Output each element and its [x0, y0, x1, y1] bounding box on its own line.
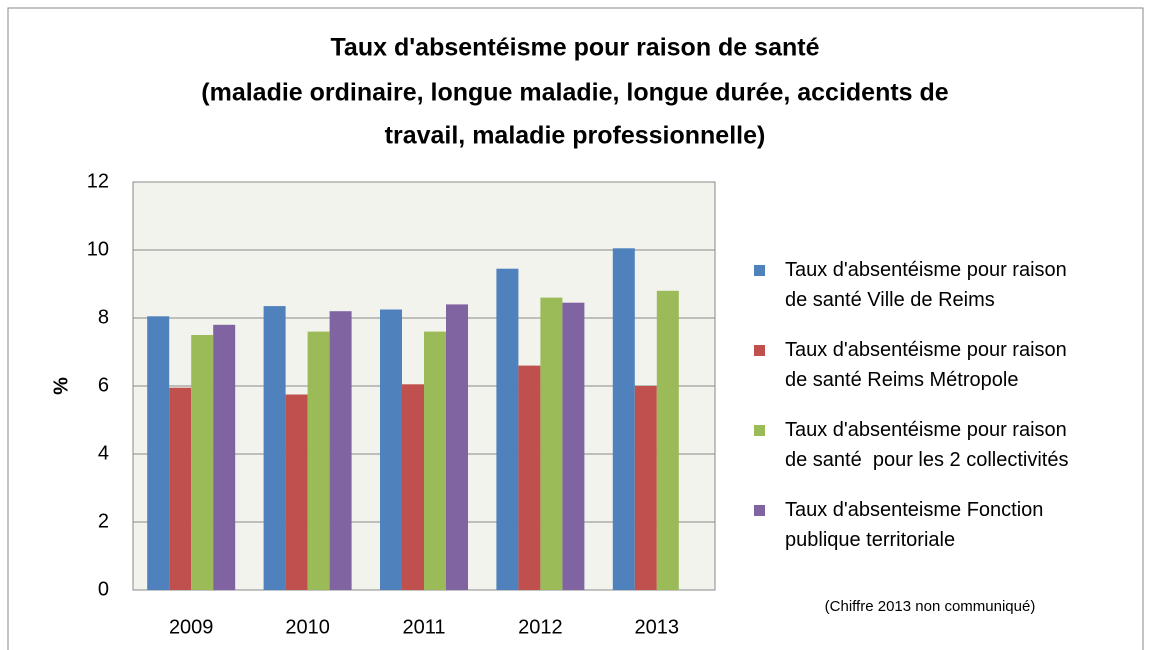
bar	[191, 335, 214, 590]
legend-label: Taux d'absenteisme Fonction publique ter…	[785, 499, 1049, 551]
y-tick-label: 2	[98, 510, 109, 532]
bar	[307, 331, 330, 590]
legend-swatch	[754, 505, 765, 516]
x-tick-label: 2010	[285, 616, 330, 638]
legend-label: Taux d'absentéisme pour raison de santé …	[785, 419, 1073, 471]
legend-label: Taux d'absentéisme pour raison de santé …	[785, 259, 1073, 311]
chart-title: Taux d'absentéisme pour raison de santé	[331, 34, 820, 62]
y-tick-label: 10	[87, 238, 109, 260]
legend-swatch	[754, 345, 765, 356]
bar	[329, 311, 352, 590]
bar	[518, 365, 541, 590]
chart-title: (maladie ordinaire, longue maladie, long…	[201, 79, 949, 107]
bar	[612, 248, 635, 591]
x-tick-label: 2013	[635, 616, 680, 638]
bar	[169, 387, 192, 590]
frame	[7, 7, 1144, 650]
legend-label: Taux d'absentéisme pour raison de santé …	[785, 339, 1073, 391]
bar	[562, 302, 585, 590]
y-tick-label: 8	[98, 306, 109, 328]
bar	[380, 309, 402, 590]
bar	[656, 290, 679, 590]
bar	[634, 386, 657, 590]
bar	[213, 324, 236, 590]
x-tick-label: 2011	[402, 616, 445, 638]
annotation: (Chiffre 2013 non communiqué)	[825, 598, 1036, 615]
bar	[496, 268, 519, 590]
bar	[263, 306, 286, 590]
bar	[402, 384, 424, 590]
legend-swatch	[754, 425, 765, 436]
y-tick-label: 4	[98, 442, 109, 464]
y-tick-label: 12	[87, 170, 109, 192]
y-tick-label: 0	[98, 578, 109, 600]
bar	[540, 297, 563, 590]
chart-title: travail, maladie professionnelle)	[385, 122, 766, 150]
bar	[285, 394, 308, 590]
x-tick-label: 2012	[518, 616, 563, 638]
bar	[424, 331, 446, 590]
y-tick-label: 6	[98, 374, 109, 396]
bar	[147, 316, 170, 590]
legend-swatch	[754, 265, 765, 276]
y-axis-label: %	[50, 377, 72, 395]
bar	[446, 304, 468, 590]
x-tick-label: 2009	[169, 616, 214, 638]
